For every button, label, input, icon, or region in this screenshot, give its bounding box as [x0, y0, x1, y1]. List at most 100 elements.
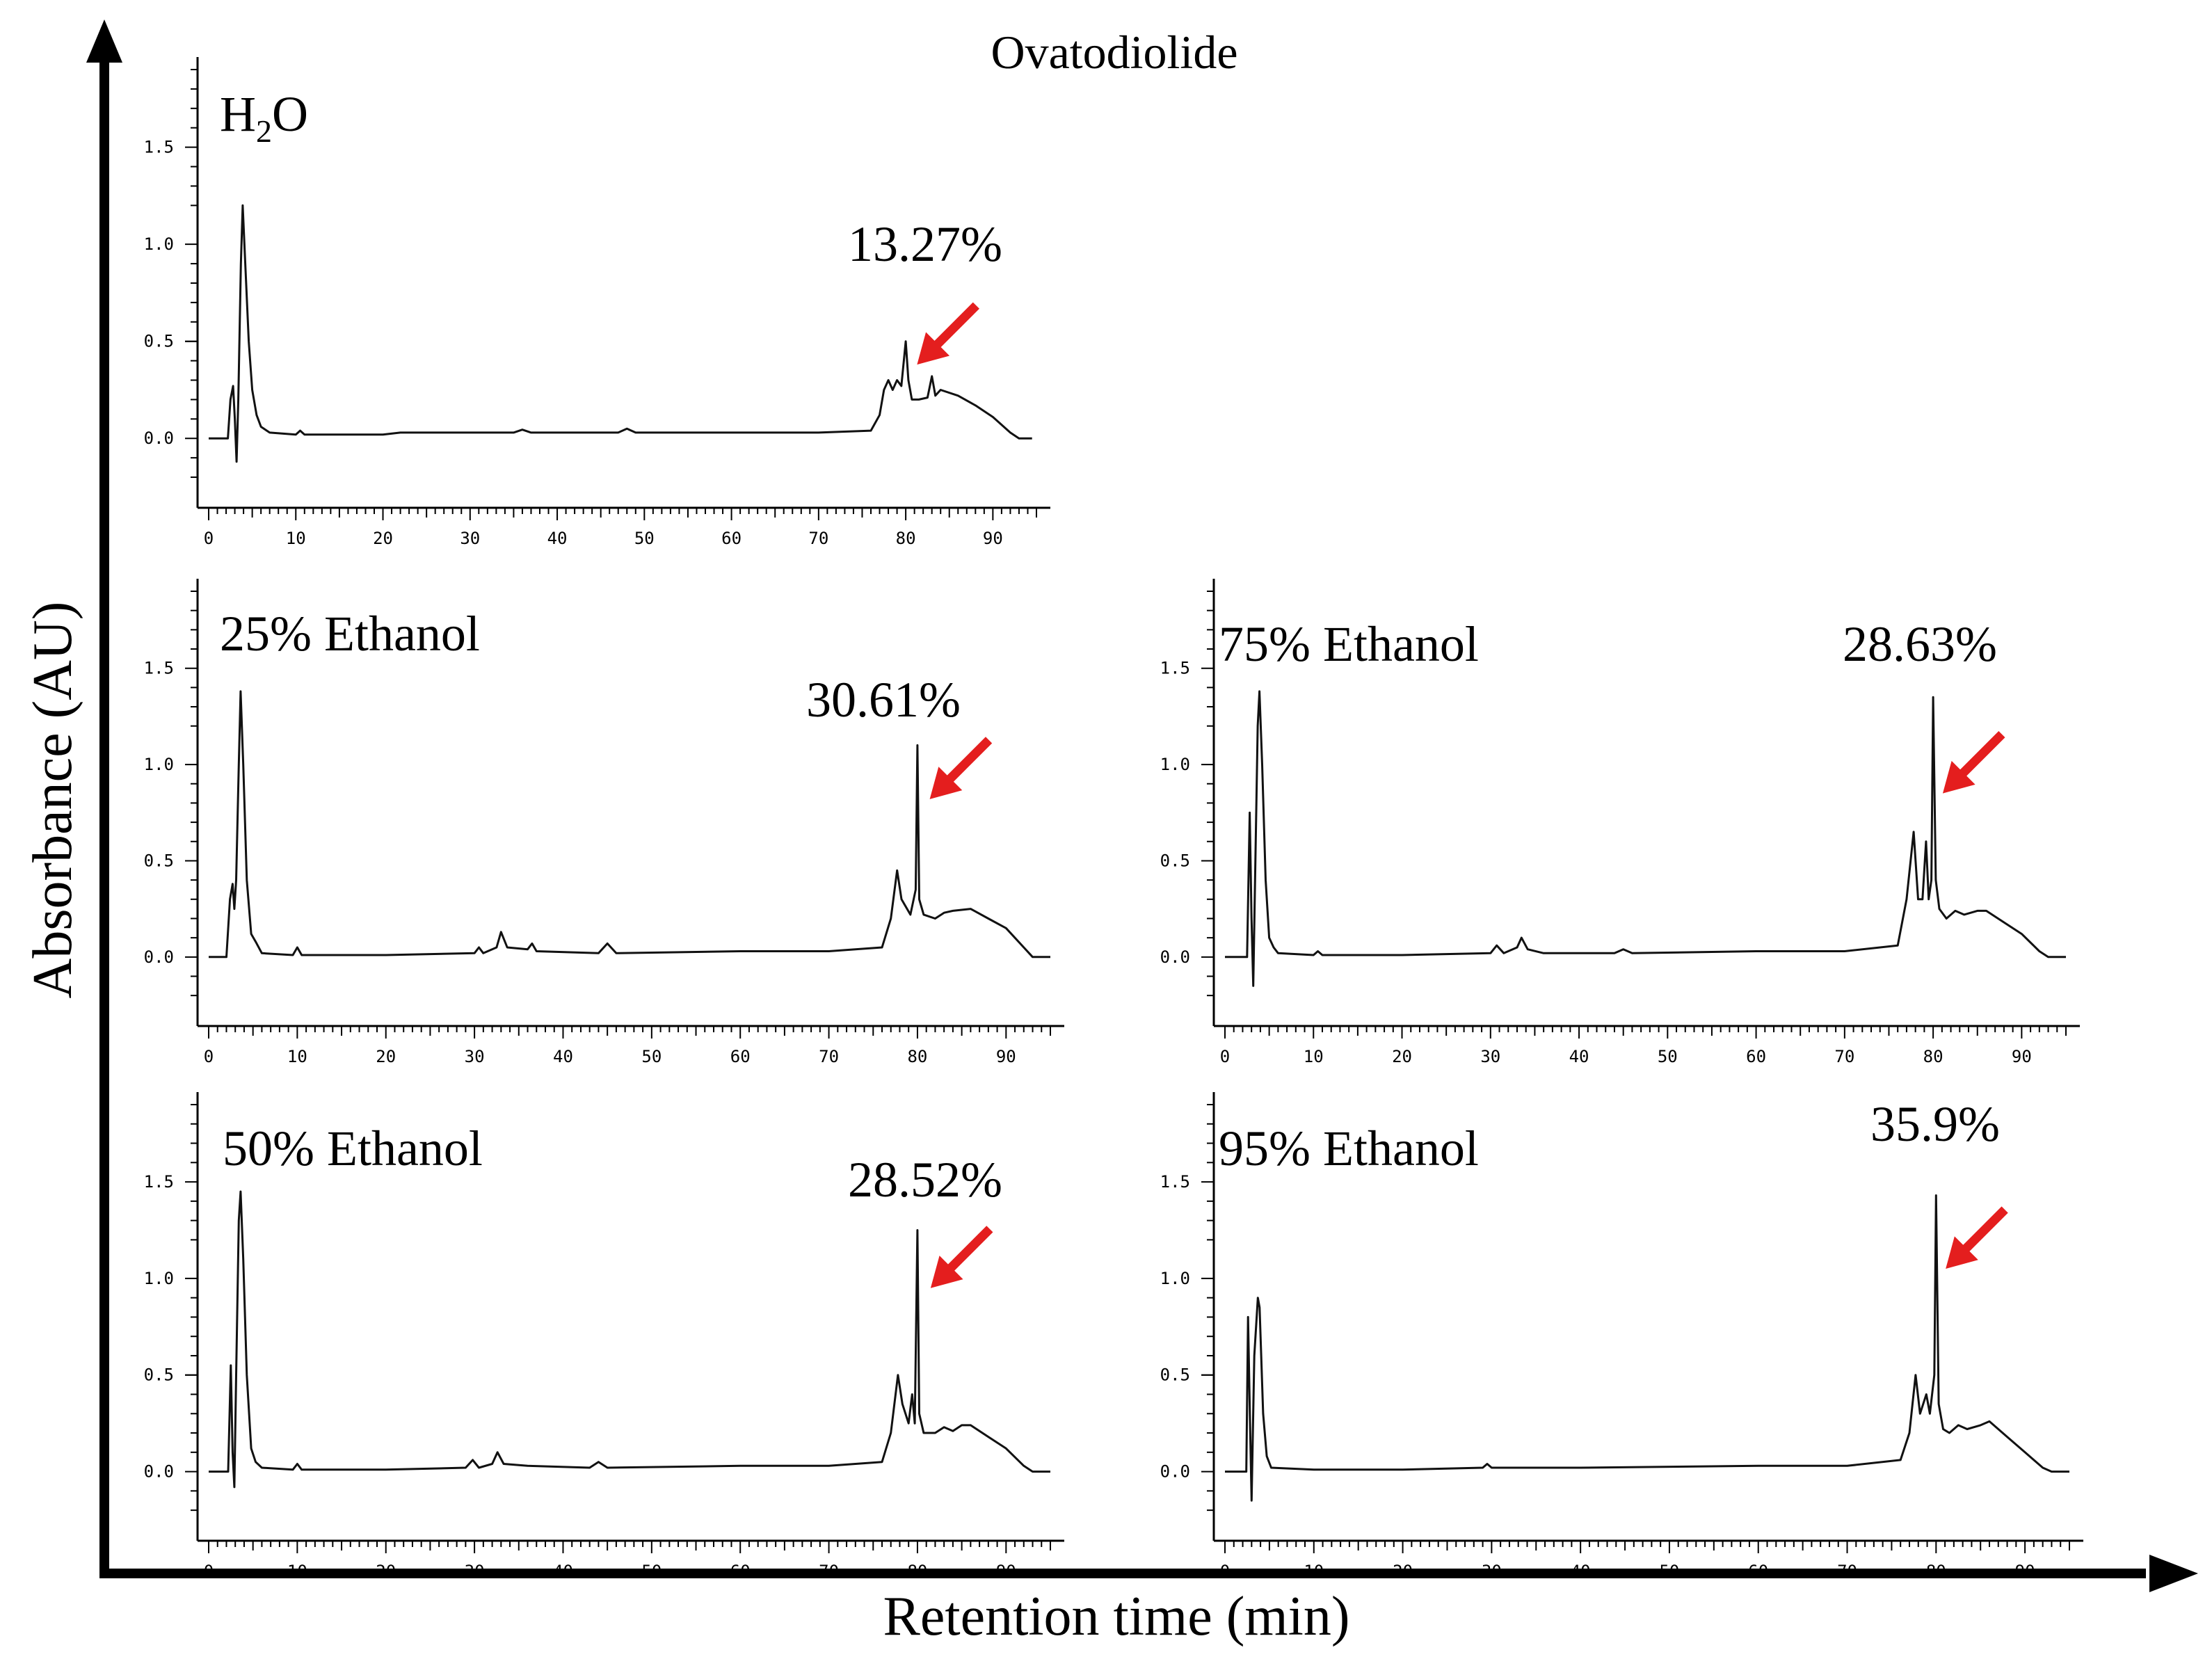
percentage-annotation: 28.63%: [1843, 616, 1997, 672]
peak-arrow-head: [1942, 760, 1975, 794]
peak-arrow-icon: [1942, 730, 2005, 794]
y-tick-label: 1.0: [144, 1269, 174, 1288]
global-y-axis-arrowhead: [86, 19, 122, 63]
x-tick-label: 70: [808, 529, 828, 548]
x-tick-label: 40: [547, 529, 568, 548]
panel-label: 75% Ethanol: [1219, 616, 1479, 672]
series-line: [209, 690, 1050, 959]
peak-arrow-head: [929, 767, 963, 799]
x-tick-label: 10: [287, 1047, 307, 1066]
x-tick-label: 20: [376, 1562, 396, 1581]
y-tick-label: 1.5: [144, 138, 174, 157]
peak-arrow-icon: [930, 1226, 993, 1288]
x-tick-label: 10: [1304, 1047, 1324, 1066]
x-tick-label: 60: [730, 1562, 751, 1581]
y-axis-label: Absorbance (AU): [22, 602, 83, 999]
percentage-annotation: 30.61%: [806, 672, 961, 728]
y-tick-label: 1.0: [144, 755, 174, 774]
percentage-annotation: 28.52%: [848, 1152, 1002, 1208]
chart-panel-4: 0.0 0.5 1.0 1.5 0 10 20 30 40 50 60 70 80 90 50% Ethan…: [144, 1092, 1064, 1581]
peak-arrow-head: [917, 332, 950, 365]
x-tick-label: 70: [819, 1047, 839, 1066]
panel-label: 50% Ethanol: [223, 1121, 483, 1176]
x-tick-label: 30: [465, 1562, 485, 1581]
percentage-annotation: 13.27%: [848, 216, 1002, 272]
series-line: [1225, 690, 2066, 987]
series-line: [209, 1190, 1050, 1489]
x-tick-label: 20: [376, 1047, 396, 1066]
peak-arrow-icon: [1946, 1206, 2008, 1269]
x-tick-label: 80: [1926, 1562, 1946, 1581]
x-tick-label: 30: [460, 529, 480, 548]
x-tick-label: 80: [907, 1047, 927, 1066]
y-tick-label: 1.0: [1160, 755, 1190, 774]
x-tick-label: 90: [996, 1562, 1016, 1581]
x-tick-label: 40: [553, 1047, 573, 1066]
figure-title: Ovatodiolide: [991, 26, 1237, 79]
peak-arrow-shaft: [1957, 1206, 2008, 1257]
series-line: [209, 204, 1032, 463]
x-tick-label: 10: [286, 529, 306, 548]
x-tick-label: 90: [983, 529, 1003, 548]
x-tick-label: 40: [1569, 1047, 1589, 1066]
x-tick-label: 70: [819, 1562, 839, 1581]
x-tick-label: 30: [1482, 1562, 1502, 1581]
x-tick-label: 20: [1393, 1562, 1413, 1581]
y-tick-label: 0.5: [144, 1365, 174, 1385]
y-tick-label: 1.0: [1160, 1269, 1190, 1288]
panels: 0.0 0.5 1.0 1.5 0 10 20 30 40 50 60 70 80 90 H2O 13.27%…: [144, 57, 2083, 1581]
global-x-axis-arrowhead: [2149, 1555, 2198, 1592]
x-tick-label: 0: [204, 1047, 214, 1066]
x-tick-label: 20: [373, 529, 393, 548]
x-tick-label: 50: [641, 1047, 662, 1066]
peak-arrow-shaft: [941, 737, 993, 787]
y-tick-label: 0.5: [144, 851, 174, 870]
percentage-annotation: 35.9%: [1870, 1096, 2000, 1152]
x-tick-label: 80: [907, 1562, 927, 1581]
peak-arrow-icon: [917, 302, 979, 365]
y-tick-label: 0.0: [144, 1462, 174, 1482]
y-tick-label: 0.0: [144, 428, 174, 448]
x-tick-label: 0: [1220, 1562, 1230, 1581]
x-tick-label: 80: [1923, 1047, 1943, 1066]
x-tick-label: 10: [287, 1562, 307, 1581]
panel-label: 95% Ethanol: [1219, 1121, 1479, 1176]
x-tick-label: 90: [996, 1047, 1016, 1066]
y-tick-label: 0.5: [1160, 1365, 1190, 1385]
y-tick-label: 0.5: [144, 332, 174, 351]
y-tick-label: 0.0: [1160, 1462, 1190, 1482]
y-tick-label: 1.5: [1160, 659, 1190, 678]
chart-panel-3: 0.0 0.5 1.0 1.5 0 10 20 30 40 50 60 70 80 90 75% Ethan…: [1160, 579, 2080, 1066]
x-tick-label: 90: [2012, 1047, 2032, 1066]
y-tick-label: 1.5: [144, 1172, 174, 1192]
peak-arrow-icon: [929, 737, 993, 799]
peak-arrow-shaft: [1955, 730, 2005, 782]
panel-label: 25% Ethanol: [220, 606, 480, 662]
x-tick-label: 60: [730, 1047, 751, 1066]
x-tick-label: 90: [2015, 1562, 2035, 1581]
peak-arrow-head: [1946, 1236, 1978, 1269]
y-tick-label: 1.5: [144, 659, 174, 678]
x-tick-label: 50: [1659, 1562, 1679, 1581]
chart-panel-5: 0.0 0.5 1.0 1.5 0 10 20 30 40 50 60 70 80 90 95% Ethan…: [1160, 1092, 2083, 1581]
peak-arrow-head: [930, 1256, 963, 1288]
y-tick-label: 1.5: [1160, 1172, 1190, 1192]
x-tick-label: 30: [465, 1047, 485, 1066]
x-tick-label: 0: [204, 1562, 214, 1581]
x-tick-label: 70: [1837, 1562, 1857, 1581]
y-tick-label: 0.5: [1160, 851, 1190, 870]
x-tick-label: 20: [1392, 1047, 1412, 1066]
x-tick-label: 30: [1480, 1047, 1500, 1066]
y-tick-label: 0.0: [1160, 947, 1190, 967]
panel-label: H2O: [220, 86, 308, 149]
series-line: [1225, 1194, 2069, 1502]
x-axis-label: Retention time (min): [883, 1586, 1350, 1647]
peak-arrow-shaft: [943, 1226, 993, 1276]
x-tick-label: 60: [721, 529, 742, 548]
x-tick-label: 70: [1834, 1047, 1854, 1066]
x-tick-label: 10: [1304, 1562, 1324, 1581]
y-tick-label: 0.0: [144, 947, 174, 967]
x-tick-label: 50: [1658, 1047, 1678, 1066]
x-tick-label: 0: [204, 529, 214, 548]
x-tick-label: 60: [1746, 1047, 1766, 1066]
